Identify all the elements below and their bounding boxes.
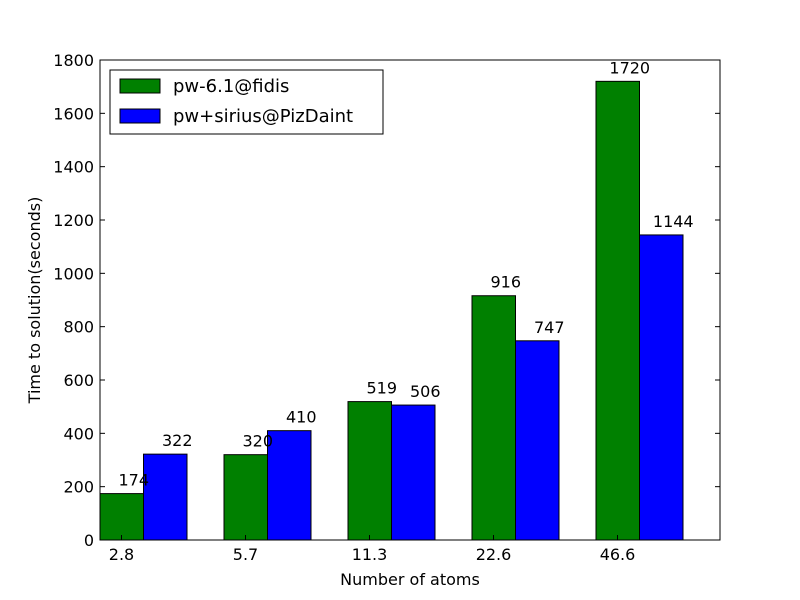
data-labels-layer: 174 322 320 410 519 506 916 747 1720 1144 bbox=[118, 58, 693, 489]
x-tick-label-11.3: 11.3 bbox=[352, 545, 388, 564]
bar-series-1-22.6 bbox=[471, 295, 516, 541]
data-label-series-2-5.7: 410 bbox=[286, 408, 317, 427]
x-tick-label-46.6: 46.6 bbox=[600, 545, 636, 564]
data-label-series-2-11.3: 506 bbox=[410, 382, 441, 401]
bar-series-2-11.3 bbox=[391, 404, 436, 541]
legend-swatch-series-2 bbox=[119, 108, 161, 124]
bar-series-2-5.7 bbox=[267, 430, 312, 541]
data-label-series-1-11.3: 519 bbox=[366, 379, 397, 398]
x-tick-label-5.7: 5.7 bbox=[233, 545, 258, 564]
legend-label-series-2: pw+sirius@PizDaint bbox=[173, 106, 353, 127]
y-tick-label-1800: 1800 bbox=[53, 51, 94, 70]
legend-swatch-series-1 bbox=[119, 78, 161, 94]
data-label-series-1-5.7: 320 bbox=[242, 432, 273, 451]
legend: pw-6.1@fidis pw+sirius@PizDaint bbox=[109, 69, 384, 135]
y-axis-title: Time to solution(seconds) bbox=[25, 197, 44, 405]
y-tick-label-400: 400 bbox=[63, 424, 94, 443]
y-tick-label-1600: 1600 bbox=[53, 104, 94, 123]
data-label-series-2-2.8: 322 bbox=[162, 431, 193, 450]
legend-label-series-1: pw-6.1@fidis bbox=[173, 76, 289, 97]
bars-layer bbox=[99, 80, 684, 541]
data-label-series-1-46.6: 1720 bbox=[609, 58, 650, 77]
data-label-series-1-22.6: 916 bbox=[490, 273, 521, 292]
bar-series-1-5.7 bbox=[223, 454, 268, 541]
axis-ticks-layer: 2.8 5.7 11.3 22.6 46.6 0 200 400 600 800 1000 1200 1… bbox=[53, 51, 720, 564]
y-tick-label-1000: 1000 bbox=[53, 264, 94, 283]
bar-series-1-46.6 bbox=[595, 80, 640, 541]
x-tick-label-2.8: 2.8 bbox=[109, 545, 134, 564]
y-tick-label-1400: 1400 bbox=[53, 158, 94, 177]
data-label-series-1-2.8: 174 bbox=[118, 471, 149, 490]
bar-series-2-22.6 bbox=[515, 340, 560, 541]
plot-area-frame bbox=[99, 59, 721, 541]
y-tick-label-0: 0 bbox=[84, 531, 94, 550]
bar-series-2-46.6 bbox=[639, 234, 684, 541]
bar-series-1-11.3 bbox=[347, 401, 392, 541]
y-tick-label-200: 200 bbox=[63, 478, 94, 497]
x-axis-title: Number of atoms bbox=[340, 570, 480, 589]
bar-series-1-2.8 bbox=[99, 493, 144, 541]
bar-series-2-2.8 bbox=[143, 453, 188, 541]
data-label-series-2-22.6: 747 bbox=[534, 318, 565, 337]
y-tick-label-800: 800 bbox=[63, 318, 94, 337]
y-tick-label-600: 600 bbox=[63, 371, 94, 390]
y-tick-label-1200: 1200 bbox=[53, 211, 94, 230]
x-tick-label-22.6: 22.6 bbox=[476, 545, 512, 564]
data-label-series-2-46.6: 1144 bbox=[653, 212, 694, 231]
